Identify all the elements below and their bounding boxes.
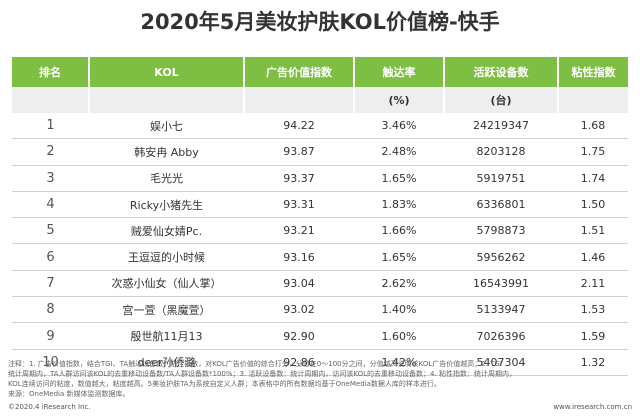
kol-name-cell: 殷世航11月13 — [89, 322, 244, 350]
table-row: 4 Ricky小猪先生 93.31 1.83% 6336801 1.50 — [12, 191, 628, 219]
table-row: 6 王逗逗的小时候 93.16 1.65% 5956262 1.46 — [12, 243, 628, 271]
reach-rate-cell: 2.62% — [354, 270, 444, 298]
kol-name-cell: 毛光光 — [89, 165, 244, 192]
reach-rate-cell: 3.46% — [354, 113, 444, 140]
kol-name-cell: 娱小七 — [89, 113, 244, 140]
stickiness-cell: 1.32 — [558, 349, 628, 376]
reach-rate-cell: 1.66% — [354, 217, 444, 245]
reach-rate-cell: 1.65% — [354, 243, 444, 271]
ad-value-cell: 92.90 — [244, 322, 354, 350]
unit-cell — [12, 87, 89, 113]
stickiness-cell: 1.75 — [558, 138, 628, 166]
stickiness-cell: 1.46 — [558, 243, 628, 271]
active-devices-cell: 8203128 — [444, 138, 558, 166]
rank-cell: 2 — [12, 138, 89, 166]
header-kol: KOL — [88, 57, 244, 87]
note-line: 来源：OneMedia 新媒体监测数据库。 — [8, 390, 130, 398]
unit-active-devices: (台) — [443, 87, 558, 113]
unit-cell — [243, 87, 354, 113]
table-header-row: 排名 KOL 广告价值指数 触达率 活跃设备数 粘性指数 — [12, 57, 628, 87]
page-title: 2020年5月美妆护肤KOL价值榜-快手 — [140, 10, 500, 34]
rank-cell: 7 — [12, 270, 89, 298]
stickiness-cell: 1.51 — [558, 217, 628, 245]
rank-cell: 1 — [12, 113, 89, 140]
ad-value-cell: 94.22 — [244, 113, 354, 140]
reach-rate-cell: 1.60% — [354, 322, 444, 350]
kol-name-cell: 宫一萱（黑魔萱） — [89, 296, 244, 324]
active-devices-cell: 16543991 — [444, 270, 558, 298]
active-devices-cell: 6336801 — [444, 191, 558, 219]
ad-value-cell: 93.37 — [244, 165, 354, 192]
reach-rate-cell: 1.42% — [354, 349, 444, 376]
header-ad-value: 广告价值指数 — [243, 57, 354, 87]
unit-cell — [88, 87, 244, 113]
unit-cell — [557, 87, 628, 113]
active-devices-cell: 7026396 — [444, 322, 558, 350]
stickiness-cell: 1.68 — [558, 113, 628, 140]
footer: ©2020.4 iResearch Inc. www.iresearch.com… — [8, 403, 632, 415]
header-active-devices: 活跃设备数 — [443, 57, 558, 87]
unit-reach-rate: (%) — [353, 87, 444, 113]
stickiness-cell: 1.59 — [558, 322, 628, 350]
ad-value-cell: 93.21 — [244, 217, 354, 245]
active-devices-cell: 5956262 — [444, 243, 558, 271]
table-row: 5 贼爱仙女婧Pc. 93.21 1.66% 5798873 1.51 — [12, 217, 628, 245]
table-row: 3 毛光光 93.37 1.65% 5919751 1.74 — [12, 165, 628, 192]
ad-value-cell: 92.86 — [244, 349, 354, 376]
active-devices-cell: 24219347 — [444, 113, 558, 140]
rank-cell: 10 — [12, 349, 89, 376]
note-line: KOL连续访问的粘度，数值越大，粘度越高。5美妆护肤TA为系统自定义人群；本表格… — [8, 380, 441, 388]
notes: 注释：1. 广告价值指数，结合TGI、TA触达设备数、粘性指数，对KOL广告价值… — [8, 359, 632, 399]
rank-cell: 3 — [12, 165, 89, 192]
kol-name-cell: 贼爱仙女婧Pc. — [89, 217, 244, 245]
note-line: 注释：1. 广告价值指数，结合TGI、TA触达设备数、粘性指数，对KOL广告价值… — [8, 360, 502, 368]
ad-value-cell: 93.87 — [244, 138, 354, 166]
ad-value-cell: 93.16 — [244, 243, 354, 271]
table-row: 8 宫一萱（黑魔萱） 93.02 1.40% 5133947 1.53 — [12, 296, 628, 324]
kol-name-cell: Ricky小猪先生 — [89, 191, 244, 219]
copyright: ©2020.4 iResearch Inc. — [8, 403, 91, 411]
active-devices-cell: 5133947 — [444, 296, 558, 324]
reach-rate-cell: 1.83% — [354, 191, 444, 219]
active-devices-cell: 5798873 — [444, 217, 558, 245]
reach-rate-cell: 1.65% — [354, 165, 444, 192]
reach-rate-cell: 1.40% — [354, 296, 444, 324]
active-devices-cell: 5919751 — [444, 165, 558, 192]
rank-cell: 5 — [12, 217, 89, 245]
site-link[interactable]: www.iresearch.com.cn — [553, 403, 632, 411]
reach-rate-cell: 2.48% — [354, 138, 444, 166]
kol-name-cell: 次惑小仙女（仙人掌） — [89, 270, 244, 298]
stickiness-cell: 2.11 — [558, 270, 628, 298]
stickiness-cell: 1.53 — [558, 296, 628, 324]
header-stickiness: 粘性指数 — [557, 57, 628, 87]
rank-cell: 9 — [12, 322, 89, 350]
header-reach-rate: 触达率 — [353, 57, 444, 87]
ranking-table: 排名 KOL 广告价值指数 触达率 活跃设备数 粘性指数 (%) (台) 1 娱小… — [12, 57, 628, 376]
kol-name-cell: 王逗逗的小时候 — [89, 243, 244, 271]
kol-name-cell: deer孙侨潞 — [89, 349, 244, 376]
table-row: 9 殷世航11月13 92.90 1.60% 7026396 1.59 — [12, 322, 628, 350]
table-row: 10 deer孙侨潞 92.86 1.42% 5407304 1.32 — [12, 349, 628, 376]
active-devices-cell: 5407304 — [444, 349, 558, 376]
note-line: 统计周期内，TA人群访问该KOL的去重移动设备数/TA人群设备数*100%；3.… — [8, 370, 516, 378]
ad-value-cell: 93.31 — [244, 191, 354, 219]
table-row: 1 娱小七 94.22 3.46% 24219347 1.68 — [12, 113, 628, 140]
unit-row: (%) (台) — [12, 87, 628, 113]
table-row: 2 韩安冉 Abby 93.87 2.48% 8203128 1.75 — [12, 138, 628, 166]
kol-name-cell: 韩安冉 Abby — [89, 138, 244, 166]
header-rank: 排名 — [12, 57, 89, 87]
stickiness-cell: 1.74 — [558, 165, 628, 192]
table-row: 7 次惑小仙女（仙人掌） 93.04 2.62% 16543991 2.11 — [12, 270, 628, 298]
rank-cell: 6 — [12, 243, 89, 271]
ad-value-cell: 93.04 — [244, 270, 354, 298]
stickiness-cell: 1.50 — [558, 191, 628, 219]
ad-value-cell: 93.02 — [244, 296, 354, 324]
rank-cell: 4 — [12, 191, 89, 219]
rank-cell: 8 — [12, 296, 89, 324]
